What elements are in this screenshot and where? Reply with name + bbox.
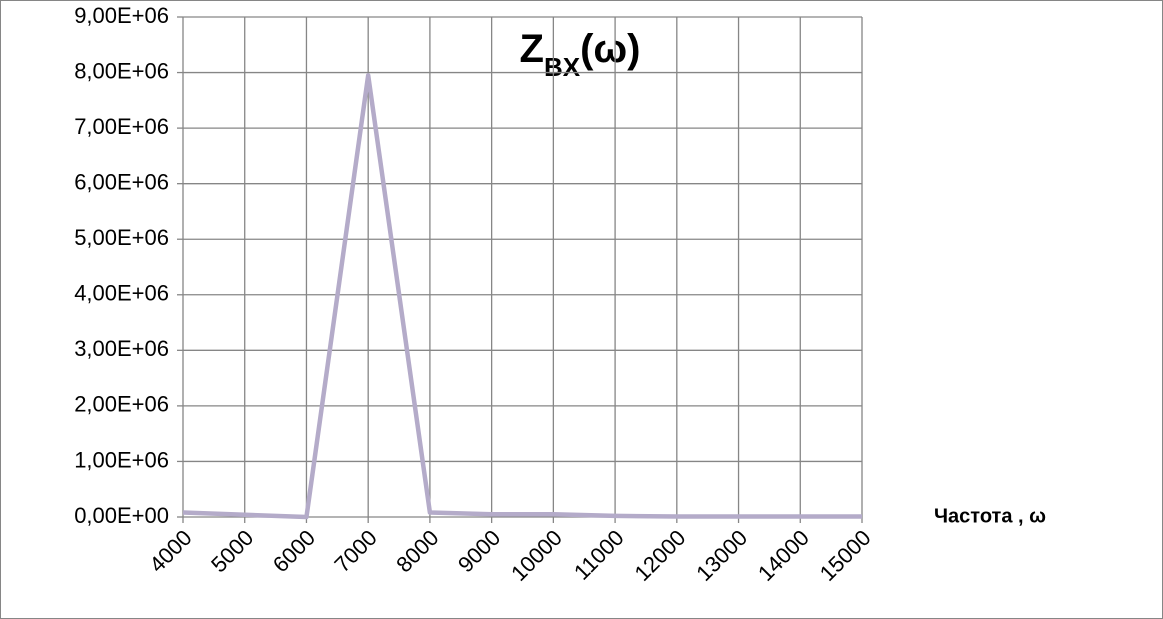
y-tick-label: 9,00E+06 xyxy=(74,3,169,28)
chart-title: ZBX(ω) xyxy=(520,27,641,82)
y-tick-label: 0,00E+00 xyxy=(74,503,169,528)
y-tick-label: 8,00E+06 xyxy=(74,58,169,83)
y-tick-label: 7,00E+06 xyxy=(74,114,169,139)
title-main: Z xyxy=(520,27,544,71)
data-line xyxy=(182,73,862,520)
y-tick-label: 4,00E+06 xyxy=(74,281,169,306)
title-tail: (ω) xyxy=(580,27,640,71)
y-tick-label: 3,00E+06 xyxy=(74,336,169,361)
x-axis-label: Частота , ω xyxy=(934,505,1046,527)
y-tick-label: 2,00E+06 xyxy=(74,392,169,417)
y-tick-label: 1,00E+06 xyxy=(74,447,169,472)
title-sub: BX xyxy=(544,52,581,82)
y-tick-label: 5,00E+06 xyxy=(74,225,169,250)
y-tick-label: 6,00E+06 xyxy=(74,169,169,194)
